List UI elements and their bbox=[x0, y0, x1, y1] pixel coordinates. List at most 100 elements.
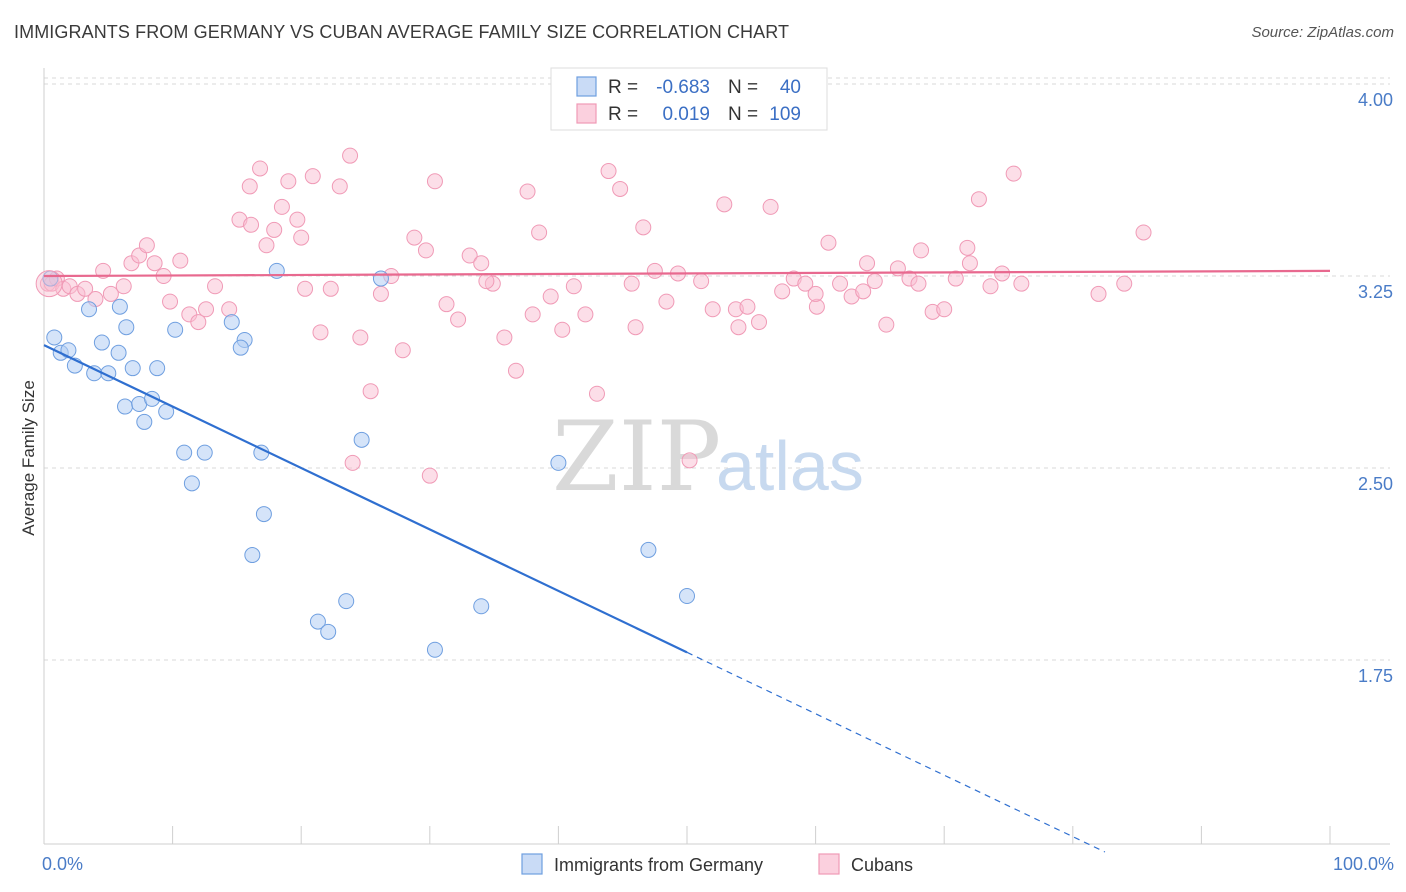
point-germany-1 bbox=[46, 329, 63, 346]
point-cubans-104 bbox=[859, 255, 876, 272]
point-cubans-72 bbox=[751, 314, 768, 331]
point-germany-36 bbox=[473, 598, 490, 615]
y-tick-label-2: 3.25 bbox=[1358, 282, 1393, 302]
legend-bottom-label-germany: Immigrants from Germany bbox=[554, 855, 763, 875]
point-cubans-8 bbox=[95, 262, 112, 279]
point-cubans-53 bbox=[531, 224, 548, 241]
point-cubans-81 bbox=[855, 283, 872, 300]
point-cubans-86 bbox=[913, 242, 930, 259]
point-cubans-89 bbox=[947, 270, 964, 287]
trend-line-cubans bbox=[43, 269, 1331, 278]
point-cubans-105 bbox=[910, 275, 927, 292]
point-cubans-66 bbox=[681, 452, 698, 469]
point-cubans-6 bbox=[77, 280, 94, 297]
point-cubans-19 bbox=[190, 314, 207, 331]
point-cubans-9 bbox=[102, 285, 119, 302]
point-cubans-59 bbox=[600, 163, 617, 180]
point-cubans-74 bbox=[774, 283, 791, 300]
point-germany-17 bbox=[149, 360, 166, 377]
point-cubans-90 bbox=[959, 239, 976, 256]
point-cubans-64 bbox=[658, 293, 675, 310]
point-cubans-14 bbox=[146, 255, 163, 272]
point-cubans-21 bbox=[207, 278, 224, 295]
point-cubans-73 bbox=[762, 198, 779, 215]
point-germany-31 bbox=[320, 623, 337, 640]
point-cubans-95 bbox=[241, 178, 258, 195]
point-cubans-94 bbox=[1005, 165, 1022, 182]
point-cubans-43 bbox=[417, 242, 434, 259]
point-germany-26 bbox=[244, 547, 261, 564]
point-cubans-71 bbox=[739, 298, 756, 315]
point-cubans-54 bbox=[542, 288, 559, 305]
point-cubans-35 bbox=[331, 178, 348, 195]
point-cubans-106 bbox=[961, 255, 978, 272]
point-cubans-82 bbox=[866, 273, 883, 290]
point-cubans-61 bbox=[623, 275, 640, 292]
legend-r-value-cubans: 0.019 bbox=[662, 104, 710, 125]
source-label: Source: ZipAtlas.com bbox=[1251, 24, 1394, 41]
point-cubans-63 bbox=[646, 262, 663, 279]
point-cubans-48 bbox=[473, 255, 490, 272]
point-cubans-93 bbox=[994, 265, 1011, 282]
point-cubans-56 bbox=[565, 278, 582, 295]
point-cubans-17 bbox=[172, 252, 189, 269]
legend-swatch-germany bbox=[576, 76, 597, 97]
point-cubans-27 bbox=[266, 221, 283, 238]
point-germany-23 bbox=[223, 314, 240, 331]
point-germany-34 bbox=[372, 270, 389, 287]
point-germany-12 bbox=[118, 319, 135, 336]
point-cubans-30 bbox=[289, 211, 306, 228]
point-cubans-88 bbox=[936, 301, 953, 318]
point-cubans-39 bbox=[372, 285, 389, 302]
point-germany-13 bbox=[124, 360, 141, 377]
point-cubans-29 bbox=[280, 173, 297, 190]
point-cubans-26 bbox=[258, 237, 275, 254]
point-germany-35 bbox=[426, 641, 443, 658]
legend-r-label-cubans: R = bbox=[608, 104, 638, 125]
point-cubans-13 bbox=[138, 237, 155, 254]
point-cubans-25 bbox=[252, 160, 269, 177]
point-germany-28 bbox=[255, 506, 272, 523]
point-germany-11 bbox=[111, 298, 128, 315]
point-cubans-36 bbox=[342, 147, 359, 164]
legend-r-value-germany: -0.683 bbox=[656, 77, 710, 98]
point-germany-10 bbox=[117, 398, 134, 415]
point-cubans-44 bbox=[426, 173, 443, 190]
grid-lines bbox=[44, 77, 1390, 661]
point-germany-9 bbox=[110, 344, 127, 361]
point-cubans-20 bbox=[198, 301, 215, 318]
point-cubans-58 bbox=[588, 385, 605, 402]
point-cubans-34 bbox=[322, 280, 339, 297]
point-cubans-108 bbox=[1116, 275, 1133, 292]
point-germany-19 bbox=[167, 321, 184, 338]
point-cubans-38 bbox=[362, 383, 379, 400]
y-tick-label-0: 1.75 bbox=[1358, 666, 1393, 686]
trend-line-germany-extension bbox=[686, 651, 1106, 853]
point-germany-15 bbox=[136, 413, 153, 430]
point-cubans-50 bbox=[496, 329, 513, 346]
legend-top: R = -0.683 N = 40 R = 0.019 N = 109 bbox=[550, 67, 828, 131]
point-germany-30 bbox=[309, 613, 326, 630]
point-germany-20 bbox=[176, 444, 193, 461]
legend-n-label-germany: N = bbox=[728, 77, 758, 98]
y-tick-label-3: 4.00 bbox=[1358, 90, 1393, 110]
point-cubans-98 bbox=[344, 454, 361, 471]
point-cubans-67 bbox=[693, 273, 710, 290]
point-cubans-46 bbox=[450, 311, 467, 328]
point-cubans-16 bbox=[162, 293, 179, 310]
x-tick-label-1: 100.0% bbox=[1333, 854, 1394, 874]
point-cubans-24 bbox=[243, 216, 260, 233]
y-axis-label: Average Family Size bbox=[19, 380, 38, 536]
watermark-atlas: atlas bbox=[716, 427, 864, 505]
y-tick-label-1: 2.50 bbox=[1358, 474, 1393, 494]
axes bbox=[43, 68, 1390, 845]
legend-bottom-swatch-germany bbox=[521, 853, 543, 875]
point-germany-22 bbox=[196, 444, 213, 461]
point-cubans-78 bbox=[820, 234, 837, 251]
point-cubans-62 bbox=[635, 219, 652, 236]
point-cubans-69 bbox=[716, 196, 733, 213]
point-germany-21 bbox=[183, 475, 200, 492]
point-germany-5 bbox=[81, 301, 98, 318]
point-germany-25 bbox=[232, 339, 249, 356]
point-cubans-91 bbox=[970, 191, 987, 208]
